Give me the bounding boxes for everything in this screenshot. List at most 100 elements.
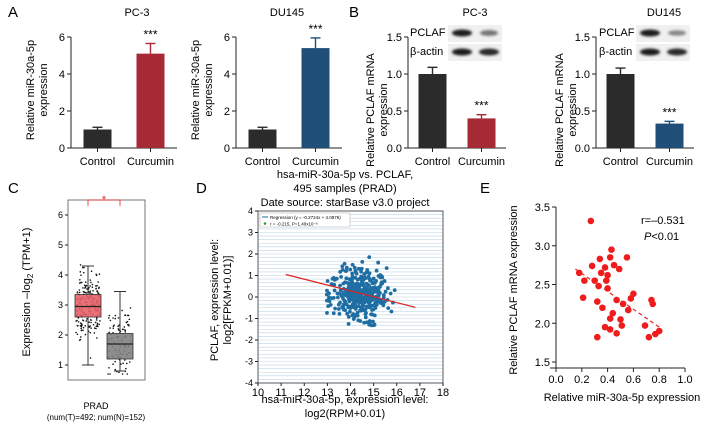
panel-e-point [619,300,627,308]
panel-d-chart: hsa-miR-30a-5p vs. PCLAF, 495 samples (P… [209,169,449,420]
panel-c-point [76,319,78,322]
panel-c-point [108,314,111,317]
panel-b1-y-tick-label: 1.0 [387,69,402,81]
panel-d-point [331,311,336,316]
blot-band [452,48,472,56]
panel-d-point [335,295,340,300]
panel-c-plot: 1 2 3 4 5 6 * [58,194,146,381]
panel-a1-title: PC-3 [124,7,149,19]
panel-d-y-tick-label: -3 [245,357,253,367]
panel-d-point [366,299,370,303]
panel-e-chart: Relative PCLAF mRNA expression Relative … [508,202,700,404]
panel-d-point [379,280,384,285]
panel-c-point [89,325,91,327]
panel-d-point [356,304,361,309]
panel-d-point [342,298,347,303]
panel-c-point [82,271,85,274]
panel-d-x-tick-label: 11 [275,387,286,399]
panel-d-point [369,323,374,328]
panel-c-point [90,321,92,324]
panel-d-point [338,300,342,305]
panel-d-x-tick-label: 14 [344,387,356,399]
panel-c-point [80,324,83,327]
panel-c-point [86,288,88,290]
panel-e-point [601,323,609,331]
panel-c-point [95,327,97,330]
panel-c-point [99,320,101,322]
panel-b1-bar [418,74,447,148]
panel-d-point [348,297,353,301]
panel-d-point [356,318,361,323]
panel-b1-ylabel: Relative PCLAF mRNAexpression [365,52,390,166]
panel-e-point [613,330,620,337]
panel-d-point [367,255,372,260]
panel-a1-chart: PC-3 Relative miR-30a-5pexpression 0 2 4 6 C… [25,7,177,168]
panel-c-point [114,314,117,317]
panel-d-y-tick-label: -4 [245,378,253,388]
panel-d-point [363,286,368,291]
panel-c-y-tick-label: 1 [58,360,63,370]
panel-d-point [346,314,351,319]
panel-d-point [381,293,386,297]
panel-d-point [341,307,346,312]
panel-d-x-tick-label: 12 [298,387,310,399]
panel-d-point [344,276,349,281]
panel-c-point [90,270,93,273]
panel-c-point [93,332,96,334]
panel-d-point [337,312,342,316]
panel-d-point [389,309,394,314]
panel-e-point [630,290,637,298]
panel-c-box [74,294,102,318]
panel-a1-bar [136,53,165,148]
panel-d-x-tick-label: 18 [437,387,449,399]
panel-e-point [617,316,624,323]
panel-b1-y-tick-label: 0.0 [387,143,402,155]
panel-d-point [371,319,375,324]
panel-c-point [126,373,129,375]
panel-c-point [80,329,83,332]
panel-c-point [109,327,111,329]
panel-c-point [84,286,87,289]
panel-d-title-line1: hsa-miR-30a-5p vs. PCLAF, [277,169,413,181]
panel-b1-x-tick-label: Curcumin [458,156,505,168]
panel-c-point [96,290,98,292]
panel-e-point [623,254,631,261]
panel-d-x-tick-label: 15 [368,387,380,399]
panel-d-point [352,265,357,270]
panel-b2-y-tick-label: 0.5 [575,106,590,118]
panel-c-point [108,366,110,369]
panel-b2-chart: DU145 PCLAF β-actin Relative PCLAF mRNAe… [554,7,694,168]
panel-d-point [378,291,382,295]
panel-c-point [125,367,127,370]
panel-e-point [588,262,596,270]
panel-d-point [359,278,364,282]
panel-c-point [97,281,99,283]
panel-d-y-tick-label: -1 [245,314,253,324]
panel-d-point [337,291,342,296]
panel-d-point [353,300,358,305]
panel-c-point [128,361,131,363]
blot-band [668,30,686,36]
panel-d-point [371,290,376,295]
panel-d-point [325,279,330,283]
panel-d-point [372,313,377,318]
panel-c-point [90,319,92,321]
panel-e-point [593,298,601,305]
panel-d-point [383,289,388,294]
panel-d-point [362,320,367,325]
panel-e-point [608,246,615,253]
panel-d-point [367,271,372,276]
panel-d-point [371,276,376,281]
panel-d-y-tick-label: 4 [248,206,253,216]
panel-d-point [348,267,353,272]
panel-c-point [77,321,80,323]
panel-c-point [78,291,81,294]
panel-d-legend-stats: r = -0.215, P=1.40x10⁻⁶ [270,222,318,227]
panel-d-xlabel-line1: hsa-miR-30a-5p, expression level: [262,394,429,406]
panel-d-point [355,310,360,315]
panel-c-point [95,317,98,319]
panel-c-significance-bracket [87,199,121,206]
panel-d-point [386,306,391,311]
panel-d-point [364,270,369,275]
panel-c-point [95,288,97,290]
